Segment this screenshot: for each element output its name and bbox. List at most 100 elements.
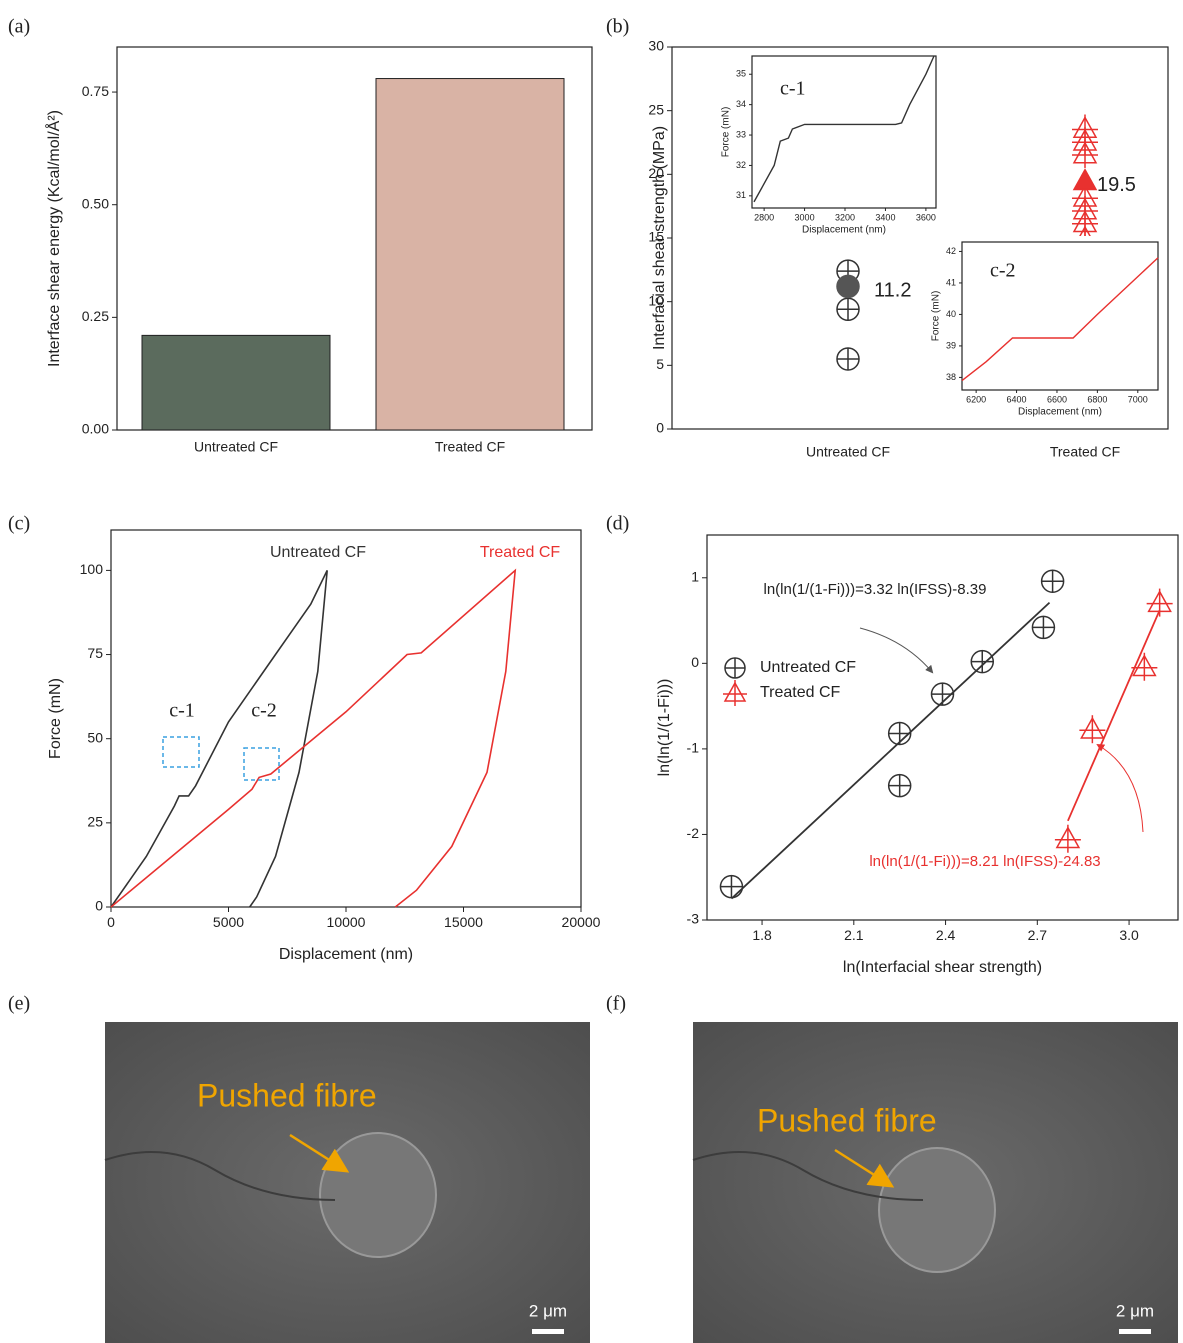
y-tick-label: 32: [736, 160, 746, 170]
scale-bar: [532, 1329, 564, 1334]
panel-label: (f): [606, 993, 626, 1015]
scale-bar: [1119, 1329, 1151, 1334]
data-line: [753, 55, 935, 203]
annotation: c-1: [169, 700, 195, 722]
y-tick-label: -3: [687, 911, 700, 927]
y-axis-label: Force (mN): [931, 291, 942, 342]
y-tick-label: 100: [80, 561, 104, 577]
crack: [104, 1151, 336, 1201]
fit-equation: ln(ln(1/(1-Fi)))=3.32 ln(IFSS)-8.39: [764, 581, 987, 598]
data-point: [1072, 139, 1098, 168]
y-tick-label: 0: [656, 420, 664, 436]
x-tick-label: 5000: [213, 914, 244, 930]
x-tick-label: 3400: [875, 213, 895, 223]
x-tick-label: 6200: [966, 395, 986, 405]
marker-shape: [836, 274, 860, 299]
data-point: [1146, 588, 1173, 617]
y-axis-label: Force (mN): [47, 678, 64, 759]
annotation-arrow: [834, 1148, 895, 1188]
y-tick-label: 40: [946, 309, 956, 319]
zoom-box: [162, 736, 200, 768]
x-tick-label: 0: [107, 914, 115, 930]
panel-label: (c): [8, 513, 30, 535]
y-axis-label: Interface shear energy (Kcal/mol/Å²): [44, 110, 63, 367]
mean-label: 11.2: [874, 280, 911, 302]
y-tick-label: 38: [946, 372, 956, 382]
x-axis-label: Displacement (nm): [279, 946, 413, 963]
y-tick-label: -1: [687, 740, 700, 756]
series-label: Treated CF: [480, 544, 561, 561]
data-point: [1040, 569, 1065, 593]
y-tick-label: -2: [687, 825, 700, 841]
y-tick-label: 34: [736, 99, 746, 109]
x-tick-label: 2800: [754, 213, 774, 223]
y-tick-label: 15: [648, 229, 664, 245]
data-point: [970, 649, 995, 674]
crack: [692, 1151, 924, 1201]
x-tick-label: Treated CF: [435, 439, 505, 455]
x-tick-label: 3200: [835, 213, 855, 223]
pointer-arrow: [859, 627, 934, 674]
mean-label: 19.5: [1097, 174, 1136, 196]
y-tick-label: 1: [691, 568, 699, 584]
data-point: [887, 721, 912, 746]
x-tick-label: 2.1: [844, 927, 864, 943]
panel-label: (d): [606, 513, 629, 535]
mean-point: [1072, 168, 1098, 191]
y-tick-label: 33: [736, 129, 746, 139]
bar: [375, 78, 565, 431]
data-line: [961, 257, 1159, 382]
y-tick-label: 25: [648, 101, 664, 117]
y-tick-label: 0.75: [82, 83, 109, 99]
y-tick-label: 20: [648, 165, 664, 181]
panel-label: (a): [8, 16, 30, 38]
scale-bar-label: 2 μm: [529, 1301, 567, 1320]
y-axis-label: Interfacial shear strength (MPa): [651, 126, 668, 350]
y-tick-label: 75: [87, 645, 103, 661]
annotation-arrow: [289, 1133, 350, 1173]
mean-point: [836, 274, 860, 299]
data-line: [110, 570, 328, 908]
legend-marker: [724, 657, 746, 679]
x-axis-label: Displacement (nm): [802, 225, 886, 236]
x-tick-label: 6400: [1007, 395, 1027, 405]
plot-frame: [116, 46, 593, 431]
y-tick-label: 39: [946, 340, 956, 350]
data-line: [1067, 609, 1161, 822]
y-tick-label: 42: [946, 246, 956, 256]
data-point: [1079, 715, 1106, 744]
plot-frame: [706, 534, 1179, 921]
x-tick-label: 15000: [444, 914, 483, 930]
data-point: [930, 682, 955, 706]
x-tick-label: 3.0: [1119, 927, 1139, 943]
y-tick-label: 0.00: [82, 421, 109, 437]
y-tick-label: 5: [656, 356, 664, 372]
x-tick-label: Untreated CF: [194, 439, 278, 455]
data-point: [1131, 652, 1158, 681]
y-tick-label: 31: [736, 190, 746, 200]
y-tick-label: 0.50: [82, 195, 109, 211]
x-tick-label: 7000: [1128, 395, 1148, 405]
data-point: [1054, 824, 1081, 853]
y-tick-label: 0: [95, 898, 103, 914]
pointer-arrow: [1096, 743, 1144, 833]
x-tick-label: 2.4: [936, 927, 956, 943]
x-tick-label: 3600: [916, 213, 936, 223]
y-tick-label: 25: [87, 814, 103, 830]
data-point: [887, 773, 912, 798]
x-tick-label: Untreated CF: [806, 444, 890, 460]
y-tick-label: 0: [691, 654, 699, 670]
y-tick-label: 0.25: [82, 308, 109, 324]
legend-label: Treated CF: [760, 684, 841, 701]
data-point: [836, 347, 860, 371]
x-tick-label: 1.8: [752, 927, 772, 943]
y-tick-label: 30: [648, 38, 664, 54]
image-annotation: Pushed fibre: [197, 1077, 377, 1113]
legend-marker: [723, 680, 747, 706]
data-line: [730, 601, 1051, 900]
marker-shape: [1072, 168, 1098, 191]
data-point: [719, 874, 744, 899]
data-point: [836, 297, 860, 322]
fit-equation: ln(ln(1/(1-Fi)))=8.21 ln(IFSS)-24.83: [869, 853, 1100, 870]
